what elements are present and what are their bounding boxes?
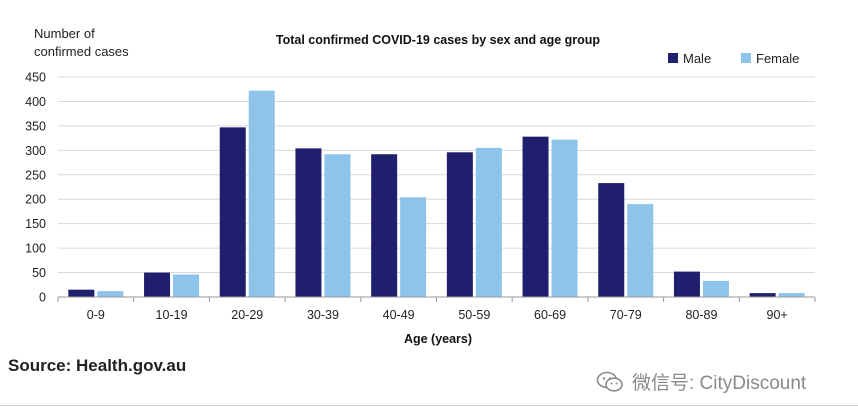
x-tick-label: 90+ (767, 308, 788, 322)
y-axis-title-line1: Number of (34, 26, 95, 41)
bar-female-90+ (778, 293, 805, 297)
bar-male-30-39 (295, 148, 322, 297)
y-tick-label: 300 (25, 144, 46, 158)
y-tick-label: 350 (25, 119, 46, 133)
bar-female-10-19 (173, 274, 200, 297)
bar-male-80-89 (673, 271, 700, 297)
legend-label-female: Female (756, 51, 799, 66)
legend-swatch-female (741, 53, 751, 63)
bar-female-60-69 (551, 139, 578, 297)
x-tick-label: 0-9 (87, 308, 105, 322)
bar-female-30-39 (324, 154, 351, 297)
bar-female-20-29 (248, 90, 275, 297)
bar-male-50-59 (446, 152, 473, 297)
watermark-text: 微信号: CityDiscount (632, 373, 807, 394)
x-tick-label: 50-59 (458, 308, 490, 322)
chart-title: Total confirmed COVID-19 cases by sex an… (276, 33, 601, 47)
bar-male-70-79 (598, 183, 625, 297)
bar-female-40-49 (400, 197, 427, 297)
y-tick-label: 150 (25, 217, 46, 231)
x-tick-label: 10-19 (156, 308, 188, 322)
legend-label-male: Male (683, 51, 711, 66)
bar-male-40-49 (371, 154, 398, 297)
bottom-divider (0, 405, 858, 406)
source-note: Source: Health.gov.au (8, 356, 187, 375)
bar-female-70-79 (627, 204, 654, 297)
y-tick-label: 450 (25, 71, 46, 85)
bar-female-80-89 (702, 280, 729, 297)
bar-male-20-29 (219, 127, 246, 297)
bar-chart: Total confirmed COVID-19 cases by sex an… (25, 26, 816, 346)
watermark: 微信号: CityDiscount (596, 368, 806, 395)
bar-male-90+ (749, 293, 776, 297)
x-axis-title: Age (years) (404, 332, 472, 346)
y-tick-label: 50 (32, 266, 46, 280)
y-tick-label: 200 (25, 193, 46, 207)
bar-female-0-9 (97, 291, 124, 297)
x-tick-label: 20-29 (231, 308, 263, 322)
y-tick-label: 250 (25, 168, 46, 182)
bar-male-0-9 (68, 289, 95, 297)
bar-female-50-59 (475, 147, 502, 297)
bar-male-60-69 (522, 136, 549, 297)
x-tick-label: 60-69 (534, 308, 566, 322)
x-tick-label: 80-89 (685, 308, 717, 322)
y-tick-label: 400 (25, 95, 46, 109)
wechat-icon (596, 371, 623, 392)
y-tick-label: 100 (25, 242, 46, 256)
bar-male-10-19 (144, 272, 171, 297)
x-tick-label: 40-49 (383, 308, 415, 322)
legend-swatch-male (668, 53, 678, 63)
y-axis-title-line2: confirmed cases (34, 44, 129, 59)
y-tick-label: 0 (39, 291, 46, 305)
x-tick-label: 70-79 (610, 308, 642, 322)
x-tick-label: 30-39 (307, 308, 339, 322)
